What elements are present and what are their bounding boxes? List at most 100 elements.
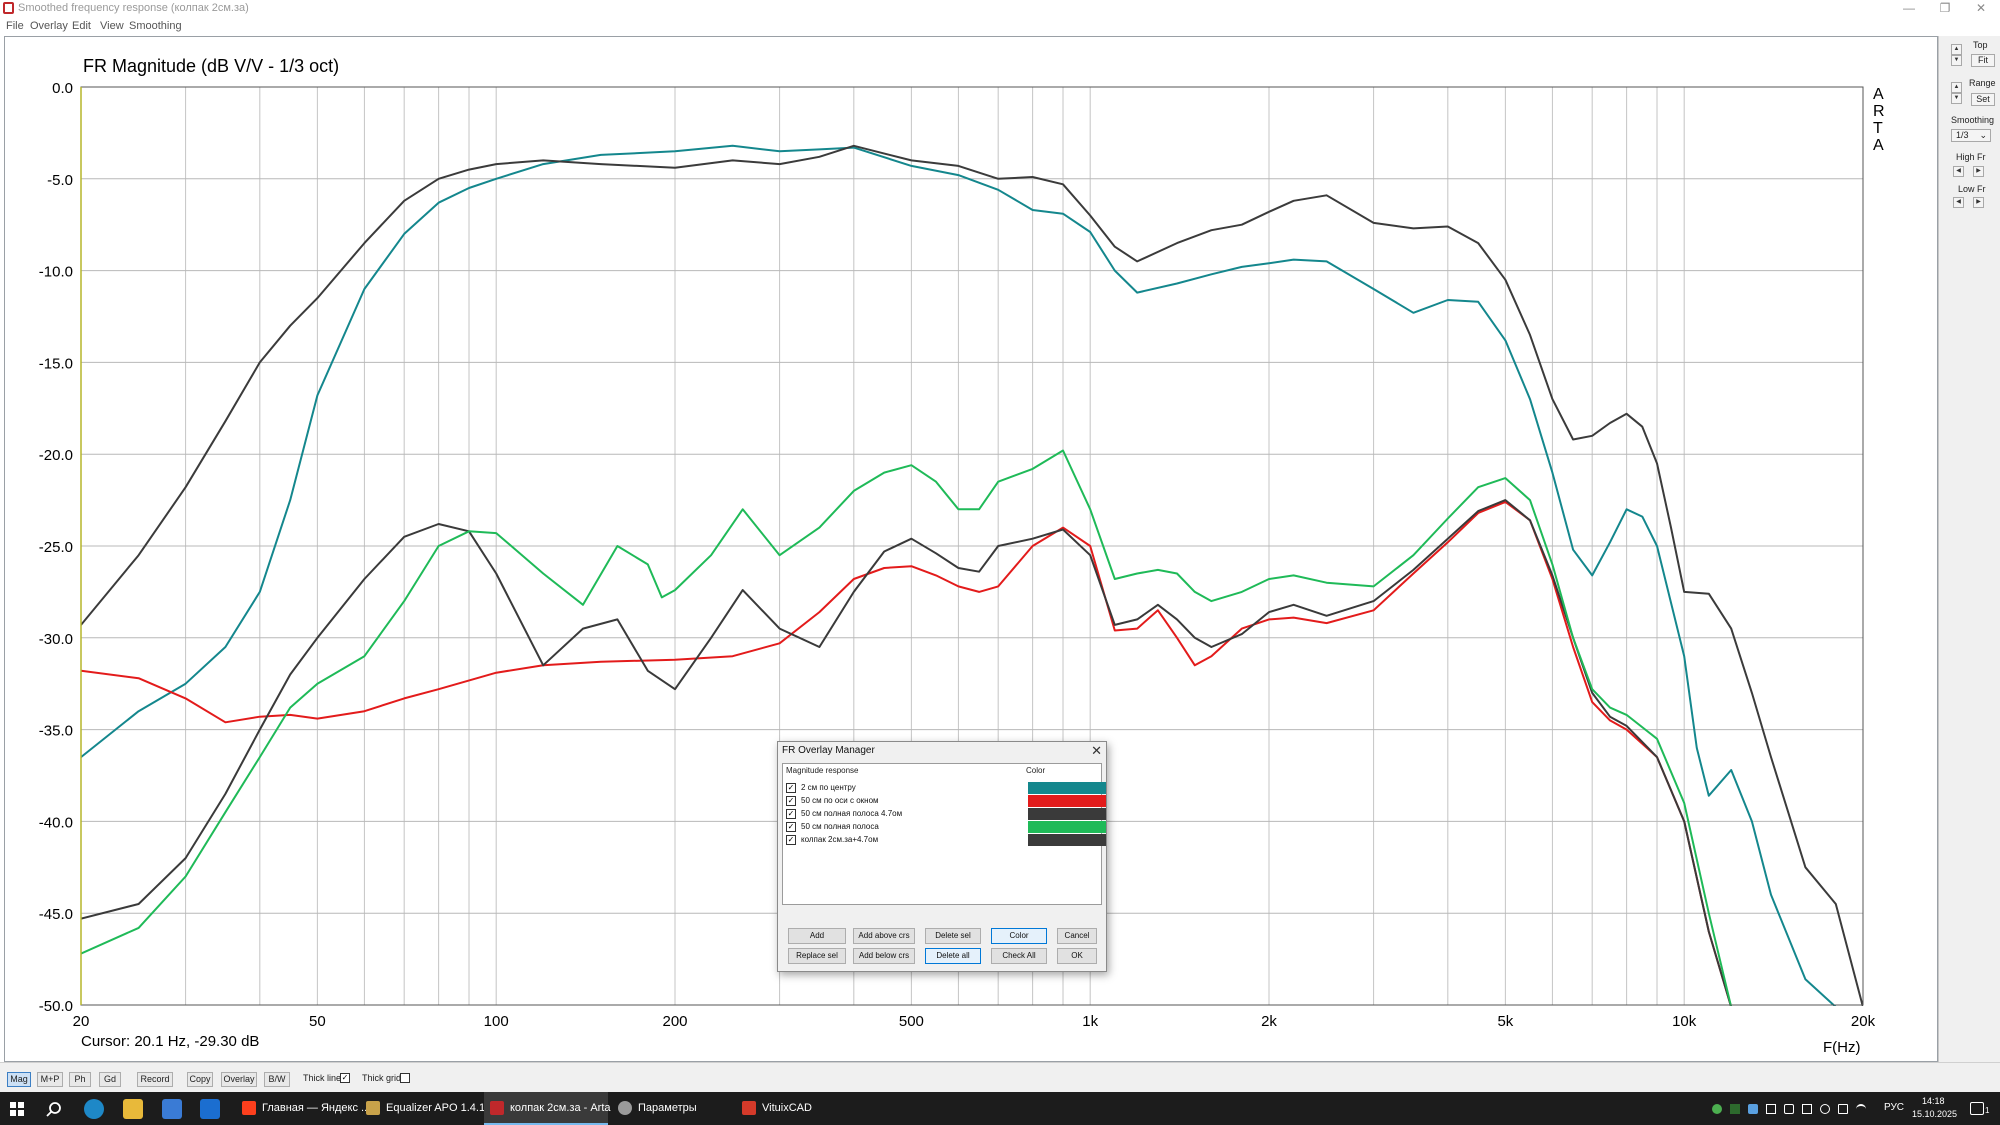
record-button[interactable]: Record [137,1072,173,1087]
y-tick-label: -20.0 [39,447,73,464]
thick-grid-label: Thick grid [362,1073,402,1083]
fit-button[interactable]: Fit [1971,54,1995,67]
bluetooth-icon[interactable] [1748,1104,1758,1114]
store-icon[interactable] [162,1099,182,1119]
overlay-checkbox[interactable]: ✓ [786,796,796,806]
overlay-row[interactable]: ✓ 50 см полная полоса [786,821,1106,834]
x-tick-label: 100 [484,1013,509,1030]
taskbar-item-arta[interactable]: колпак 2см.за - Arta [484,1092,611,1125]
overlay-color-swatch[interactable] [1028,821,1106,833]
bw-button[interactable]: B/W [264,1072,290,1087]
taskbar-item-equalizer[interactable]: Equalizer APO 1.4.1... [360,1092,494,1125]
windows-start-icon[interactable] [10,1102,24,1116]
top-down-icon[interactable]: ▼ [1951,55,1962,66]
overlay-checkbox[interactable]: ✓ [786,809,796,819]
overlay-color-swatch[interactable] [1028,782,1106,794]
arta-letter: T [1873,120,1883,137]
cursor-readout: Cursor: 20.1 Hz, -29.30 dB [81,1033,259,1050]
chevron-down-icon: ⌄ [1979,130,1987,140]
overlay-row[interactable]: ✓ колпак 2см.за+4.7ом [786,834,1106,847]
clock-date[interactable]: 15.10.2025 [1912,1109,1958,1119]
overlay-row[interactable]: ✓ 50 см полная полоса 4.7ом [786,808,1106,821]
set-button[interactable]: Set [1971,93,1995,106]
series-line [81,449,1732,1006]
tray-app-icon[interactable] [1712,1104,1722,1114]
language-indicator[interactable]: РУС [1884,1102,1905,1113]
taskbar-item-settings[interactable]: Параметры [612,1092,732,1125]
high-fr-label: High Fr [1956,152,1986,162]
mp-button[interactable]: M+P [37,1072,63,1087]
menu-smoothing[interactable]: Smoothing [129,20,182,32]
series-lines [81,144,1863,1006]
gear-icon [618,1101,632,1115]
overlay-color-swatch[interactable] [1028,808,1106,820]
delete-sel-button[interactable]: Delete sel [925,928,981,944]
file-explorer-icon[interactable] [123,1099,143,1119]
speaker-icon[interactable] [1838,1104,1848,1114]
add-below-crs-button[interactable]: Add below crs [853,948,915,964]
menu-overlay[interactable]: Overlay [30,20,68,32]
menu-edit[interactable]: Edit [72,20,91,32]
high-fr-right-icon[interactable]: ▶ [1973,166,1984,177]
high-fr-left-icon[interactable]: ◀ [1953,166,1964,177]
thick-line-checkbox[interactable]: ✓ [340,1073,350,1083]
y-tick-label: -10.0 [39,264,73,281]
overlay-color-swatch[interactable] [1028,834,1106,846]
notification-icon[interactable] [1970,1102,1984,1115]
thick-grid-checkbox[interactable] [400,1073,410,1083]
ok-button[interactable]: OK [1057,948,1097,964]
overlay-checkbox[interactable]: ✓ [786,822,796,832]
y-tick-label: -15.0 [39,355,73,372]
gd-button[interactable]: Gd [99,1072,121,1087]
dialog-close-icon[interactable]: ✕ [1091,743,1102,758]
menu-file[interactable]: File [6,20,24,32]
y-tick-label: -40.0 [39,814,73,831]
overlay-row[interactable]: ✓ 50 см по оси с окном [786,795,1106,808]
taskbar-item-label: колпак 2см.за - Arta [510,1102,611,1114]
range-down-icon[interactable]: ▼ [1951,93,1962,104]
edge-icon[interactable] [84,1099,104,1119]
close-button[interactable]: ✕ [1975,1,1987,15]
low-fr-left-icon[interactable]: ◀ [1953,197,1964,208]
low-fr-right-icon[interactable]: ▶ [1973,197,1984,208]
restore-button[interactable]: ❐ [1939,1,1951,15]
range-up-icon[interactable]: ▲ [1951,82,1962,93]
tray-app-icon[interactable] [1784,1104,1794,1114]
clock-time[interactable]: 14:18 [1922,1096,1945,1106]
overlay-list[interactable]: Magnitude response Color ✓ 2 см по центр… [782,763,1106,905]
overlay-checkbox[interactable]: ✓ [786,835,796,845]
minimize-button[interactable]: — [1903,1,1915,15]
search-icon[interactable] [46,1101,62,1117]
check-all-button[interactable]: Check All [991,948,1047,964]
menu-view[interactable]: View [100,20,124,32]
overlay-row[interactable]: ✓ 2 см по центру [786,782,1106,795]
overlay-name: 50 см полная полоса 4.7ом [801,809,903,818]
smoothing-select[interactable]: 1/3 ⌄ [1951,129,1991,142]
color-button[interactable]: Color [991,928,1047,944]
overlay-button[interactable]: Overlay [221,1072,257,1087]
ph-button[interactable]: Ph [69,1072,91,1087]
tray-app-icon[interactable] [1820,1104,1830,1114]
tray-app-icon[interactable] [1802,1104,1812,1114]
tray-app-icon[interactable] [1730,1104,1740,1114]
cancel-button[interactable]: Cancel [1057,928,1097,944]
network-icon[interactable] [1856,1104,1866,1114]
dialog-title: FR Overlay Manager [782,745,875,756]
add-above-crs-button[interactable]: Add above crs [853,928,915,944]
overlay-checkbox[interactable]: ✓ [786,783,796,793]
top-label: Top [1973,40,1988,50]
replace-sel-button[interactable]: Replace sel [788,948,846,964]
top-up-icon[interactable]: ▲ [1951,44,1962,55]
x-tick-label: 10k [1672,1013,1697,1030]
taskbar-item-vituixcad[interactable]: VituixCAD [736,1092,856,1125]
add-button[interactable]: Add [788,928,846,944]
copy-button[interactable]: Copy [187,1072,213,1087]
taskbar-item-yandex[interactable]: Главная — Яндекс ... [236,1092,370,1125]
delete-all-button[interactable]: Delete all [925,948,981,964]
range-label: Range [1969,78,1996,88]
x-tick-label: 20k [1851,1013,1876,1030]
overlay-color-swatch[interactable] [1028,795,1106,807]
mag-button[interactable]: Mag [7,1072,31,1087]
outlook-icon[interactable] [200,1099,220,1119]
tray-app-icon[interactable] [1766,1104,1776,1114]
